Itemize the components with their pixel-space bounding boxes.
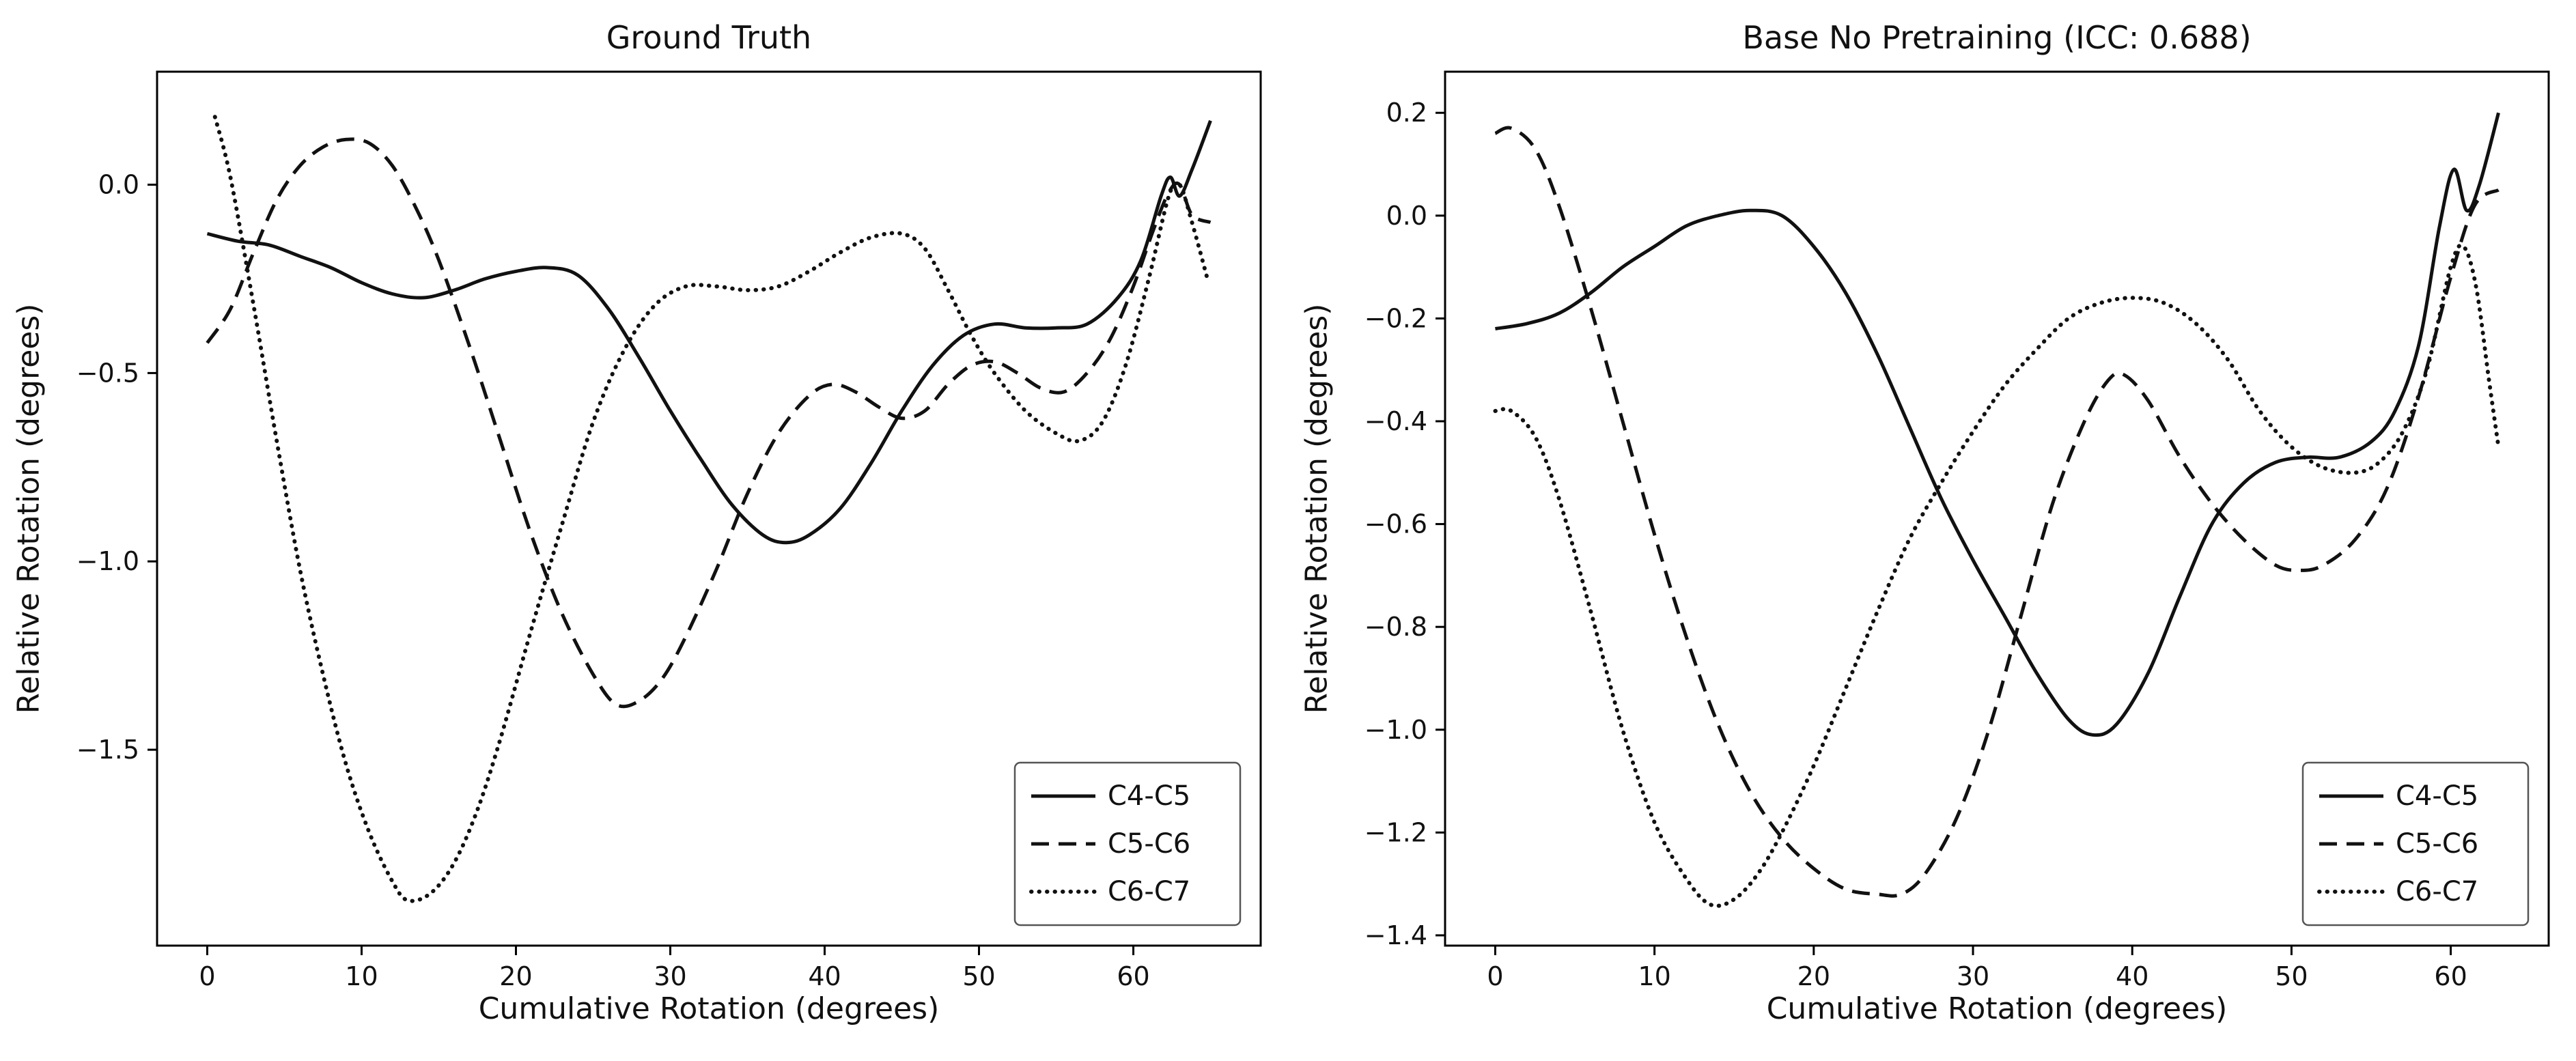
plot-canvas: 0 10 20 30 40 50 60 0.0 −0.5 −1.0 −1.5 C4-C5 C5-C6 C6… bbox=[76, 70, 1262, 991]
x-tick-label: 40 bbox=[808, 961, 841, 991]
chart-title: Ground Truth bbox=[606, 19, 812, 56]
y-tick-label: 0.0 bbox=[98, 170, 139, 200]
x-tick-label: 10 bbox=[1638, 961, 1670, 991]
legend-label: C4-C5 bbox=[2396, 780, 2478, 812]
y-tick-label: −0.6 bbox=[1364, 509, 1427, 539]
x-axis-label: Cumulative Rotation (degrees) bbox=[478, 991, 940, 1026]
series-line-c6-c7 bbox=[1493, 243, 2501, 908]
x-tick-label: 0 bbox=[1487, 961, 1503, 991]
y-tick-label: −1.5 bbox=[76, 735, 139, 765]
legend-label: C6-C7 bbox=[1108, 876, 1190, 907]
x-tick-label: 30 bbox=[654, 961, 686, 991]
y-tick-label: −0.2 bbox=[1364, 303, 1427, 333]
y-tick-label: −1.2 bbox=[1364, 817, 1427, 847]
legend-label: C4-C5 bbox=[1108, 780, 1190, 812]
x-tick-label: 10 bbox=[345, 961, 378, 991]
x-tick-label: 0 bbox=[199, 961, 215, 991]
x-tick-label: 60 bbox=[1117, 961, 1149, 991]
y-tick-label: −1.0 bbox=[76, 546, 139, 576]
series-line-c4-c5 bbox=[1495, 112, 2500, 737]
x-tick-label: 50 bbox=[962, 961, 995, 991]
series-line-c5-c6 bbox=[1494, 126, 2500, 898]
y-tick-label: 0.0 bbox=[1386, 201, 1427, 231]
legend-label: C5-C6 bbox=[2396, 828, 2478, 860]
legend-box bbox=[1013, 761, 1242, 926]
x-tick-label: 60 bbox=[2434, 961, 2467, 991]
plot-canvas: 0 10 20 30 40 50 60 0.2 0.0 −0.2 −0.4 −0.6 −0.8 −1.0 −… bbox=[1364, 70, 2550, 991]
x-axis-label: Cumulative Rotation (degrees) bbox=[1766, 991, 2228, 1026]
x-tick-label: 50 bbox=[2275, 961, 2308, 991]
x-tick-label: 40 bbox=[2116, 961, 2148, 991]
legend-box bbox=[2301, 761, 2530, 926]
x-tick-label: 30 bbox=[1957, 961, 1989, 991]
y-tick-label: 0.2 bbox=[1386, 98, 1427, 128]
y-tick-label: −1.4 bbox=[1364, 920, 1427, 950]
legend-label: C6-C7 bbox=[2396, 876, 2478, 907]
chart-base-no-pretraining: Base No Pretraining (ICC: 0.688) Relativ… bbox=[1288, 0, 2576, 1061]
x-tick-label: 20 bbox=[499, 961, 532, 991]
y-tick-label: −0.5 bbox=[76, 358, 139, 388]
x-tick-label: 20 bbox=[1797, 961, 1830, 991]
y-tick-label: −1.0 bbox=[1364, 715, 1427, 745]
series-line-c6-c7 bbox=[212, 115, 1209, 903]
y-tick-label: −0.8 bbox=[1364, 612, 1427, 642]
series-line-c4-c5 bbox=[206, 119, 1212, 545]
chart-ground-truth: Ground Truth Relative Rotation (degrees)… bbox=[12, 19, 1262, 1026]
series-line-c5-c6 bbox=[206, 137, 1212, 709]
chart-title: Base No Pretraining (ICC: 0.688) bbox=[1742, 19, 2252, 56]
legend-label: C5-C6 bbox=[1108, 828, 1190, 860]
y-tick-label: −0.4 bbox=[1364, 406, 1427, 436]
